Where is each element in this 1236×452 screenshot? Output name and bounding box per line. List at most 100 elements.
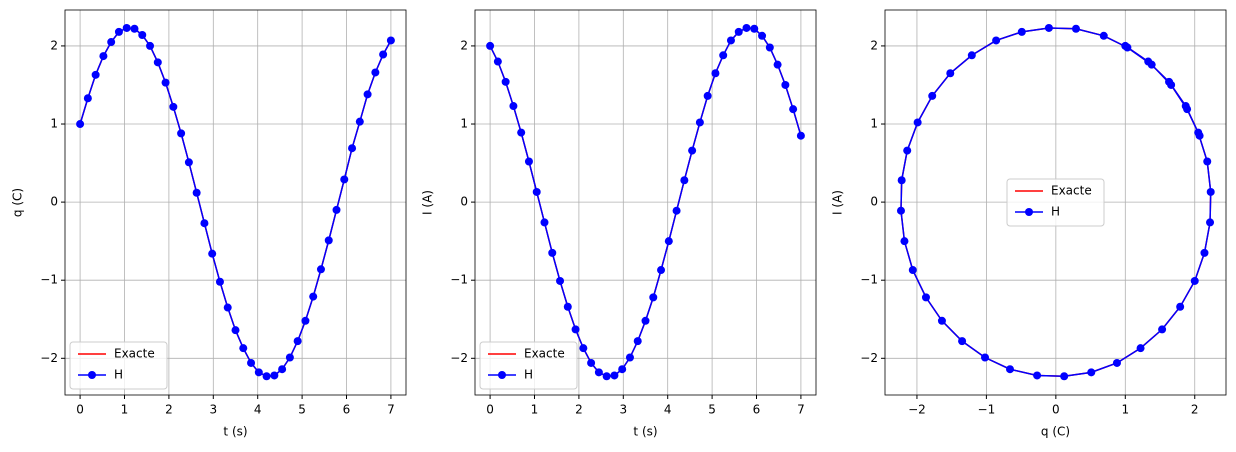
point	[517, 128, 526, 137]
legend: Exacte H	[69, 341, 168, 390]
point	[913, 118, 922, 127]
y-tick-label: 2	[50, 38, 58, 52]
x-tick-label: 6	[753, 403, 761, 417]
axes-frame	[474, 9, 817, 396]
point	[908, 266, 917, 275]
x-axis-label: t (s)	[223, 425, 247, 439]
point	[231, 326, 240, 335]
point	[379, 50, 388, 59]
point	[649, 293, 658, 302]
point	[122, 23, 131, 32]
point	[1176, 302, 1185, 311]
point	[1060, 372, 1069, 381]
y-tick-label: −1	[40, 273, 58, 287]
point	[130, 24, 139, 33]
y-axis-label: q (C)	[11, 188, 25, 217]
point	[270, 371, 279, 380]
point	[781, 80, 790, 89]
x-tick-label: 4	[664, 403, 672, 417]
point	[1071, 24, 1080, 33]
point	[587, 358, 596, 367]
point	[285, 353, 294, 362]
y-tick-label: 2	[870, 38, 878, 52]
axes-frame	[884, 9, 1227, 396]
point	[1123, 43, 1132, 52]
point	[493, 57, 502, 66]
point	[1167, 80, 1176, 89]
legend: Exacte H	[479, 341, 578, 390]
point	[610, 371, 619, 380]
x-tick-label: 3	[209, 403, 217, 417]
subplot: 0 1 2 3 4 5 6 7 −2 −1 0 1 2 t (s) q (C) Exacte H	[11, 9, 407, 439]
point	[208, 249, 217, 258]
y-tick-label: 1	[870, 117, 878, 131]
point	[340, 175, 349, 184]
x-tick-label: 1	[121, 403, 129, 417]
x-tick-label: 5	[298, 403, 306, 417]
point	[1099, 31, 1108, 40]
legend: Exacte H	[1006, 178, 1105, 227]
point	[1112, 358, 1121, 367]
point	[83, 94, 92, 103]
point	[1087, 368, 1096, 377]
x-tick-label: 5	[708, 403, 716, 417]
point	[215, 277, 224, 286]
subplot: 0 1 2 3 4 5 6 7 −2 −1 0 1 2 t (s) I (A) Exacte H	[421, 9, 817, 439]
point	[602, 372, 611, 381]
point	[332, 205, 341, 214]
point	[903, 146, 912, 155]
point	[1017, 27, 1026, 36]
point	[946, 69, 955, 78]
point	[169, 102, 178, 111]
point	[239, 344, 248, 353]
y-tick-label: 0	[460, 195, 468, 209]
point	[1033, 371, 1042, 380]
point	[765, 43, 774, 52]
x-tick-label: 7	[387, 403, 395, 417]
point	[192, 188, 201, 197]
point	[750, 24, 759, 33]
point	[107, 38, 116, 47]
point	[695, 118, 704, 127]
point	[742, 23, 751, 32]
x-tick-label: 4	[254, 403, 262, 417]
point	[734, 27, 743, 36]
point	[1206, 218, 1215, 227]
point	[758, 31, 767, 40]
point	[1044, 23, 1053, 32]
point	[1203, 157, 1212, 166]
point	[958, 337, 967, 346]
point	[680, 176, 689, 185]
point	[548, 248, 557, 257]
legend-label: H	[524, 368, 533, 382]
point	[625, 353, 634, 362]
point	[796, 131, 805, 140]
point	[937, 316, 946, 325]
point	[386, 36, 395, 45]
point	[579, 344, 588, 353]
point	[532, 187, 541, 196]
y-tick-label: 1	[460, 117, 468, 131]
point	[76, 120, 85, 129]
point	[524, 157, 533, 166]
point	[114, 27, 123, 36]
point	[726, 36, 735, 45]
x-tick-label: 3	[619, 403, 627, 417]
point	[1183, 105, 1192, 114]
y-tick-label: −2	[450, 351, 468, 365]
point	[703, 91, 712, 100]
point	[896, 206, 905, 215]
point	[1158, 325, 1167, 334]
y-tick-label: −1	[450, 273, 468, 287]
point	[99, 52, 108, 61]
point	[664, 237, 673, 246]
point	[200, 219, 209, 228]
point	[324, 236, 333, 245]
legend-marker	[498, 371, 506, 379]
point	[1136, 344, 1145, 353]
point	[138, 30, 147, 39]
y-axis-label: I (A)	[421, 190, 435, 215]
x-tick-label: 2	[165, 403, 173, 417]
point	[921, 293, 930, 302]
